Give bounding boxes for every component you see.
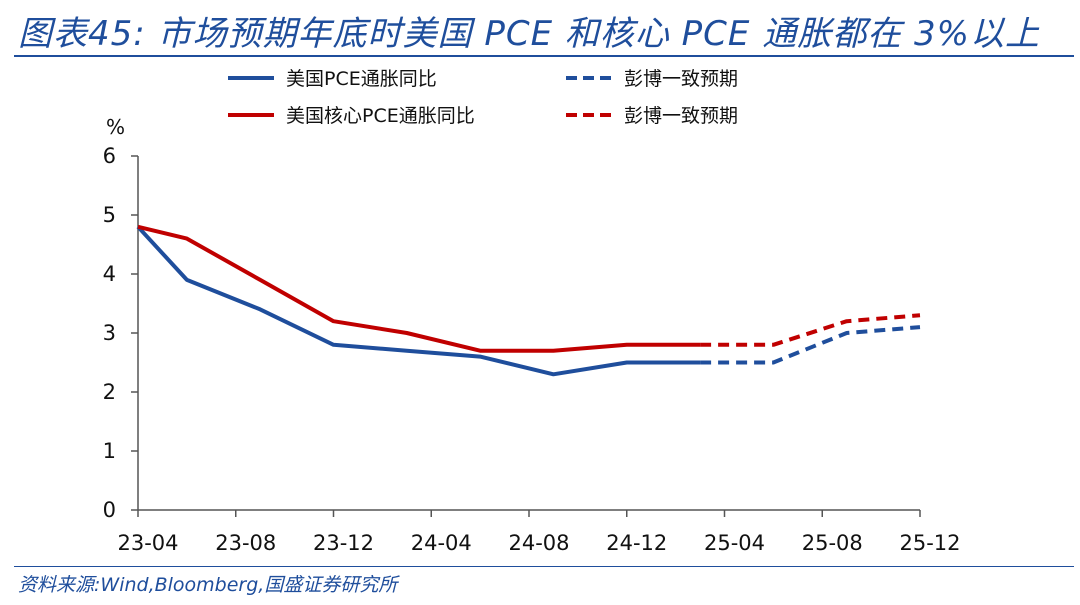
x-tick-label: 23-04 [117,531,178,555]
y-tick-label: 5 [103,203,116,227]
y-tick-label: 4 [103,262,116,286]
x-tick-label: 24-08 [508,531,569,555]
figure-title: 图表45: 市场预期年底时美国 PCE 和核心 PCE 通胀都在 3%以上 [18,14,1040,54]
legend-label-4: 彭博一致预期 [624,105,738,127]
x-tick-label: 23-12 [313,531,374,555]
legend-label-2: 彭博一致预期 [624,68,738,90]
series-line-3 [137,224,701,353]
series-line-1 [136,225,701,377]
x-tick-label: 24-12 [606,531,667,555]
x-tick-label: 24-04 [411,531,472,555]
legend-label-1: 美国PCE通胀同比 [286,68,437,90]
y-tick-label: 0 [103,498,116,522]
pce-inflation-chart: 0 1 2 3 4 5 6% 23-04 23-08 23-12 24-04 24-08 24-12 25… [103,68,961,555]
series-line-4 [700,313,921,347]
title-bar: 图表45: 市场预期年底时美国 PCE 和核心 PCE 通胀都在 3%以上 [0,0,1080,58]
footer-divider [14,566,1074,567]
x-tick-label: 25-08 [802,531,863,555]
source-note: 资料来源:Wind,Bloomberg,国盛证券研究所 [18,574,398,596]
x-tick-label: 23-08 [215,531,276,555]
y-tick-label: 1 [103,439,116,463]
title-divider [14,55,1074,57]
y-unit-label: % [106,115,125,139]
x-tick-label: 25-12 [899,531,960,555]
y-tick-label: 2 [103,380,116,404]
series-line-2 [700,325,921,365]
x-tick-label: 25-04 [704,531,765,555]
legend-label-3: 美国核心PCE通胀同比 [286,105,475,127]
y-tick-label: 3 [103,321,116,345]
y-tick-label: 6 [103,144,116,168]
